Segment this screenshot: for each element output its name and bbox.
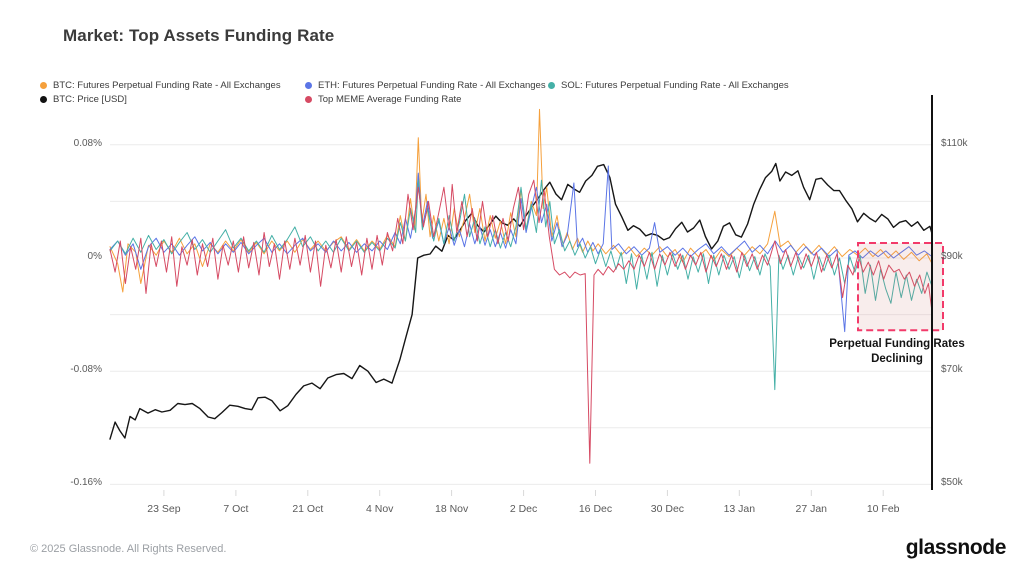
x-tick-label: 7 Oct — [223, 503, 249, 515]
y-right-tick-label: $90k — [941, 251, 963, 262]
x-tick-label: 30 Dec — [650, 503, 685, 515]
legend-label: BTC: Futures Perpetual Funding Rate - Al… — [53, 80, 281, 91]
x-tick-label: 18 Nov — [435, 503, 469, 515]
x-tick-label: 16 Dec — [578, 503, 613, 515]
legend-label: SOL: Futures Perpetual Funding Rate - Al… — [561, 80, 789, 91]
legend-item-sol-funding[interactable]: SOL: Futures Perpetual Funding Rate - Al… — [548, 79, 789, 92]
copyright-text: © 2025 Glassnode. All Rights Reserved. — [30, 543, 227, 555]
btc-funding-dot-icon — [40, 82, 47, 89]
legend-label: BTC: Price [USD] — [53, 94, 127, 105]
y-right-tick-label: $70k — [941, 364, 963, 376]
glassnode-logo: glassnode — [905, 536, 1007, 559]
legend-label: ETH: Futures Perpetual Funding Rate - Al… — [318, 80, 546, 91]
btc-price-dot-icon — [40, 96, 47, 103]
legend-item-eth-funding[interactable]: ETH: Futures Perpetual Funding Rate - Al… — [305, 79, 546, 92]
x-tick-label: 10 Feb — [866, 503, 900, 515]
y-left-tick-label: -0.08% — [70, 364, 102, 376]
eth-funding-dot-icon — [305, 82, 312, 89]
y-right-tick-label: $50k — [941, 477, 963, 489]
x-tick-label: 21 Oct — [292, 503, 324, 515]
x-tick-label: 23 Sep — [147, 503, 181, 515]
y-left-tick-label: 0% — [87, 251, 102, 262]
annotation-line-1: Perpetual Funding Rates — [829, 338, 965, 350]
y-left-tick-label: -0.16% — [70, 477, 102, 489]
y-right-tick-label: $110k — [941, 137, 968, 149]
annotation-line-2: Declining — [871, 353, 923, 365]
legend-label: Top MEME Average Funding Rate — [318, 94, 462, 105]
x-tick-label: 2 Dec — [509, 503, 538, 515]
meme-funding-dot-icon — [305, 96, 312, 103]
sol-funding-dot-icon — [548, 82, 555, 89]
y-left-tick-label: 0.08% — [73, 137, 102, 149]
highlight-annotation: Perpetual Funding Rates Declining — [829, 337, 964, 367]
legend-item-btc-funding[interactable]: BTC: Futures Perpetual Funding Rate - Al… — [40, 79, 281, 92]
x-tick-label: 4 Nov — [366, 503, 394, 515]
x-tick-label: 27 Jan — [795, 503, 828, 515]
legend-item-meme-funding[interactable]: Top MEME Average Funding Rate — [305, 93, 461, 106]
legend-item-btc-price[interactable]: BTC: Price [USD] — [40, 93, 127, 106]
page-title: Market: Top Assets Funding Rate — [63, 26, 335, 45]
x-tick-label: 13 Jan — [723, 503, 756, 515]
